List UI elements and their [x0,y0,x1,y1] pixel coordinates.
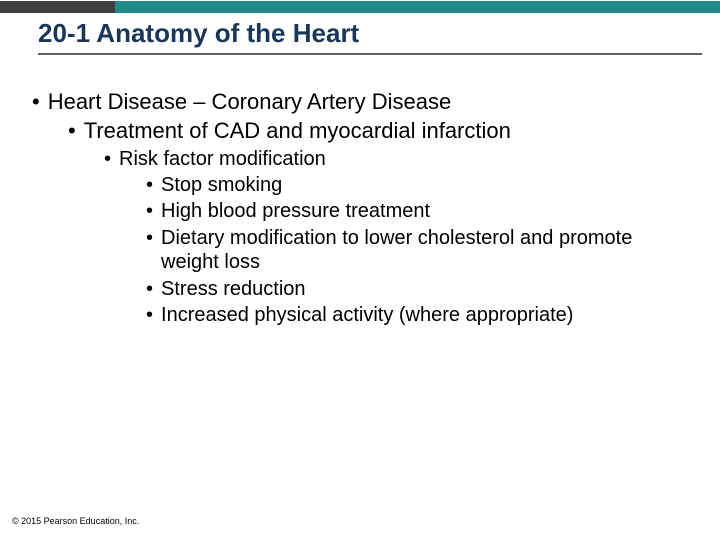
list-item: • High blood pressure treatment [32,199,690,223]
bullet-icon: • [146,226,161,275]
list-item: • Heart Disease – Coronary Artery Diseas… [32,89,690,116]
list-item-text: Stop smoking [161,173,690,197]
bullet-icon: • [146,277,161,301]
bullet-icon: • [68,118,84,145]
list-item: • Risk factor modification [32,147,690,171]
list-item: • Stop smoking [32,173,690,197]
bullet-icon: • [104,147,119,171]
top-accent-right [115,1,720,13]
bullet-icon: • [146,303,161,327]
list-item-text: Risk factor modification [119,147,690,171]
bullet-icon: • [146,173,161,197]
page-title: 20-1 Anatomy of the Heart [0,12,720,53]
list-item: • Increased physical activity (where app… [32,303,690,327]
bullet-icon: • [146,199,161,223]
list-item: • Dietary modification to lower choleste… [32,226,690,275]
slide-content: • Heart Disease – Coronary Artery Diseas… [0,55,720,327]
list-item-text: High blood pressure treatment [161,199,690,223]
bullet-icon: • [32,89,48,116]
list-item-text: Stress reduction [161,277,690,301]
copyright-text: © 2015 Pearson Education, Inc. [12,516,139,526]
list-item-text: Increased physical activity (where appro… [161,303,690,327]
top-accent-left [0,1,115,13]
list-item: • Stress reduction [32,277,690,301]
list-item: • Treatment of CAD and myocardial infarc… [32,118,690,145]
list-item-text: Heart Disease – Coronary Artery Disease [48,89,690,116]
top-accent-bar [0,0,720,12]
list-item-text: Treatment of CAD and myocardial infarcti… [84,118,690,145]
list-item-text: Dietary modification to lower cholestero… [161,226,690,275]
